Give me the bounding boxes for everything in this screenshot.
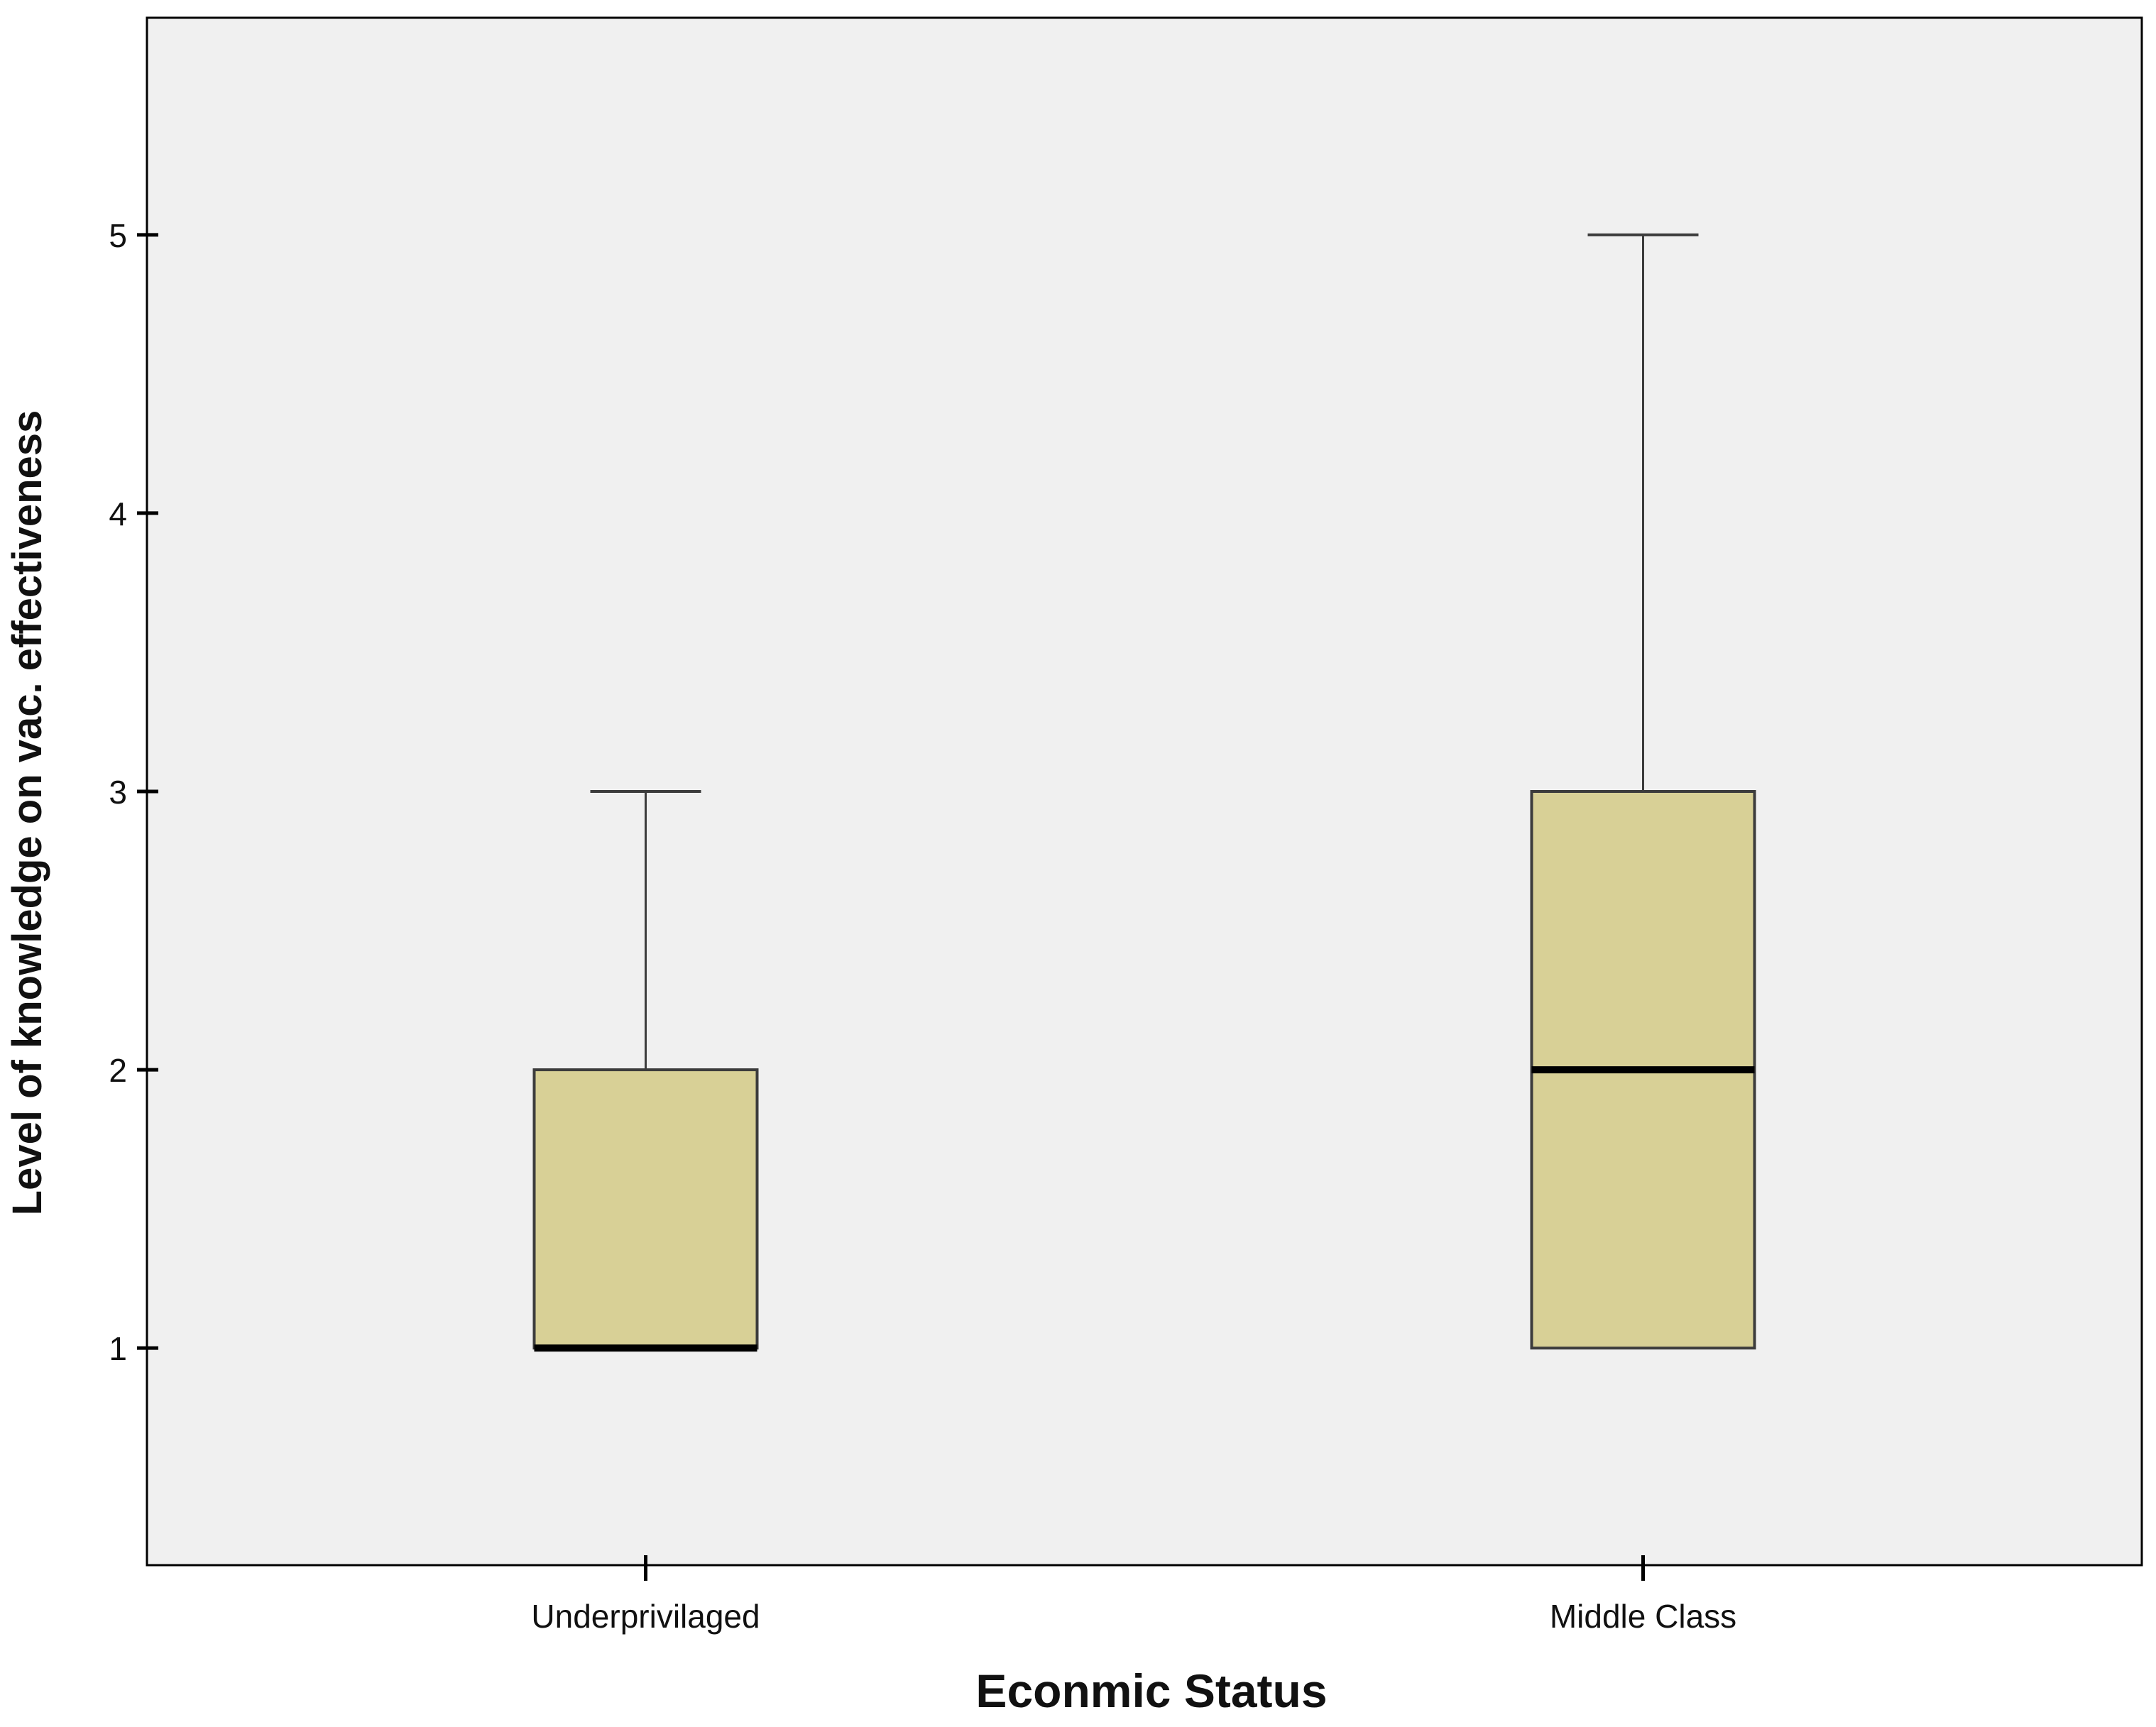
y-tick-label: 5 xyxy=(109,217,127,254)
y-tick-label: 1 xyxy=(109,1330,127,1367)
box-group xyxy=(532,790,759,1352)
x-axis: Underprivilaged Middle Class xyxy=(531,1555,1736,1635)
plot-area xyxy=(146,16,2143,1567)
box-group xyxy=(1530,233,1756,1350)
y-axis-label: Level of knowledge on vac. effectiveness xyxy=(4,410,50,1216)
y-tick-label: 3 xyxy=(109,774,127,811)
y-axis: 1 2 3 4 5 xyxy=(109,217,158,1367)
boxes-layer xyxy=(532,233,1756,1352)
x-tick-label: Underprivilaged xyxy=(531,1598,760,1635)
y-tick-label: 2 xyxy=(109,1052,127,1089)
x-tick-label: Middle Class xyxy=(1550,1598,1736,1635)
y-tick-label: 4 xyxy=(109,495,127,532)
box-iqr xyxy=(532,1068,759,1350)
x-axis-label: Econmic Status xyxy=(975,1665,1327,1717)
